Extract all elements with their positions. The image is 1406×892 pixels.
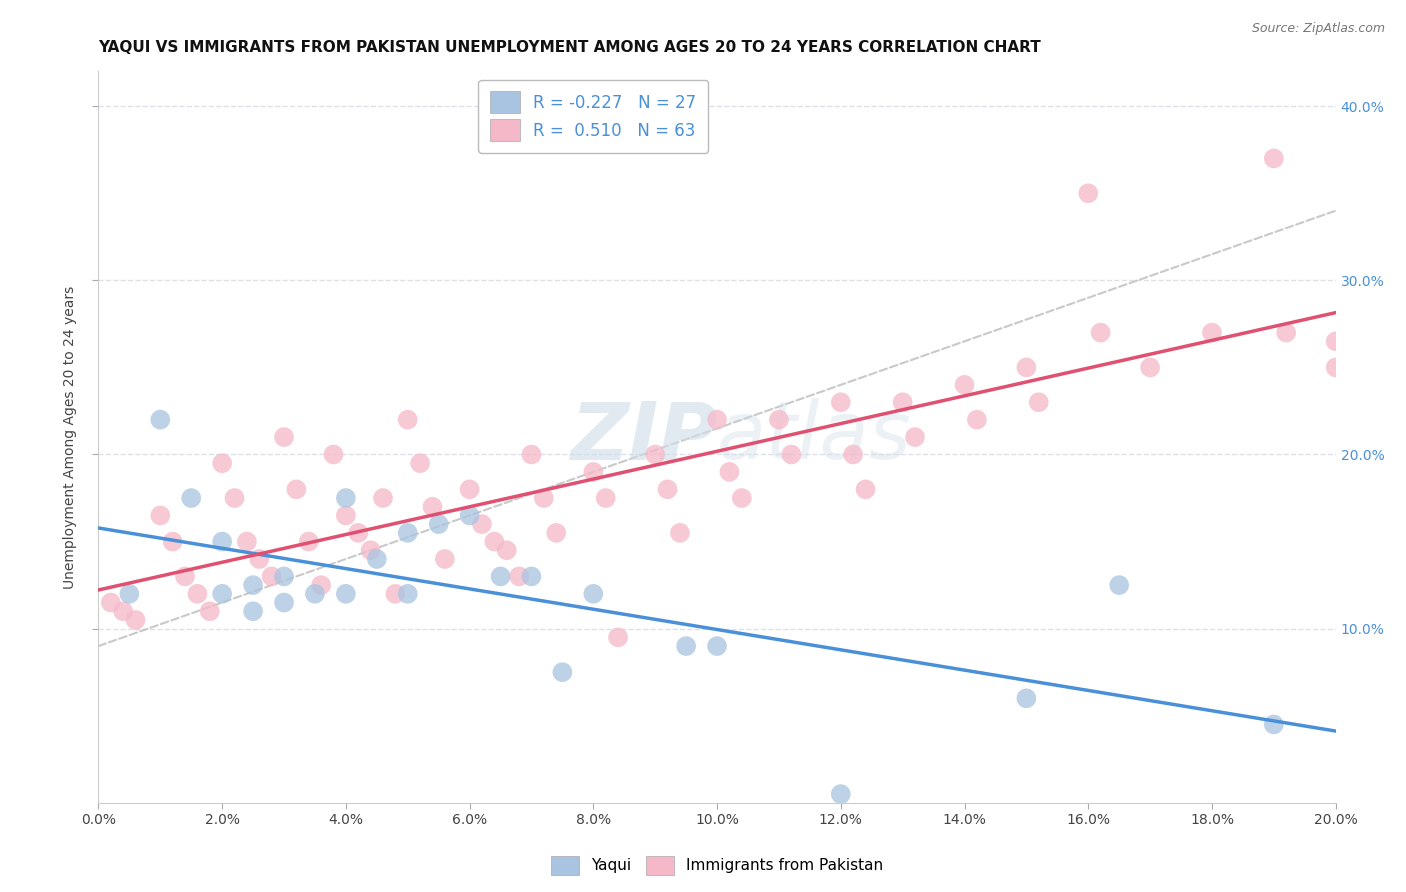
Point <box>371 491 394 505</box>
Point <box>1139 360 1161 375</box>
Point <box>830 787 852 801</box>
Point <box>551 665 574 680</box>
Point <box>198 604 221 618</box>
Point <box>1324 334 1347 349</box>
Point <box>953 377 976 392</box>
Point <box>180 491 202 505</box>
Point <box>273 595 295 609</box>
Point <box>582 587 605 601</box>
Point <box>520 569 543 583</box>
Point <box>471 517 494 532</box>
Point <box>309 578 332 592</box>
Legend: Yaqui, Immigrants from Pakistan: Yaqui, Immigrants from Pakistan <box>544 848 890 883</box>
Point <box>384 587 406 601</box>
Point <box>396 412 419 426</box>
Point <box>582 465 605 479</box>
Point <box>546 525 568 540</box>
Point <box>904 430 927 444</box>
Text: YAQUI VS IMMIGRANTS FROM PAKISTAN UNEMPLOYMENT AMONG AGES 20 TO 24 YEARS CORRELA: YAQUI VS IMMIGRANTS FROM PAKISTAN UNEMPL… <box>98 40 1042 55</box>
Point <box>1263 152 1285 166</box>
Point <box>595 491 617 505</box>
Point <box>236 534 259 549</box>
Point <box>335 508 357 523</box>
Point <box>124 613 146 627</box>
Point <box>718 465 741 479</box>
Point <box>149 412 172 426</box>
Point <box>966 412 988 426</box>
Point <box>396 525 419 540</box>
Point <box>458 483 481 497</box>
Point <box>224 491 246 505</box>
Point <box>1201 326 1223 340</box>
Point <box>211 587 233 601</box>
Point <box>335 491 357 505</box>
Point <box>607 631 630 645</box>
Point <box>335 587 357 601</box>
Point <box>706 639 728 653</box>
Point <box>657 483 679 497</box>
Point <box>768 412 790 426</box>
Point <box>211 534 233 549</box>
Point <box>675 639 697 653</box>
Point <box>162 534 184 549</box>
Point <box>508 569 530 583</box>
Point <box>112 604 135 618</box>
Text: ZIP: ZIP <box>569 398 717 476</box>
Point <box>366 552 388 566</box>
Text: atlas: atlas <box>717 398 912 476</box>
Point <box>247 552 270 566</box>
Point <box>422 500 444 514</box>
Point <box>304 587 326 601</box>
Point <box>780 448 803 462</box>
Point <box>520 448 543 462</box>
Point <box>891 395 914 409</box>
Point <box>396 587 419 601</box>
Point <box>242 604 264 618</box>
Point <box>458 508 481 523</box>
Point <box>1090 326 1112 340</box>
Point <box>360 543 382 558</box>
Point <box>186 587 208 601</box>
Point <box>285 483 308 497</box>
Point <box>533 491 555 505</box>
Point <box>1263 717 1285 731</box>
Point <box>1015 360 1038 375</box>
Point <box>855 483 877 497</box>
Point <box>495 543 517 558</box>
Point <box>347 525 370 540</box>
Y-axis label: Unemployment Among Ages 20 to 24 years: Unemployment Among Ages 20 to 24 years <box>63 285 77 589</box>
Point <box>100 595 122 609</box>
Point <box>1108 578 1130 592</box>
Point <box>298 534 321 549</box>
Point <box>273 569 295 583</box>
Point <box>669 525 692 540</box>
Point <box>489 569 512 583</box>
Point <box>211 456 233 470</box>
Point <box>706 412 728 426</box>
Point <box>242 578 264 592</box>
Point <box>322 448 344 462</box>
Point <box>118 587 141 601</box>
Point <box>260 569 283 583</box>
Point <box>731 491 754 505</box>
Point <box>149 508 172 523</box>
Point <box>484 534 506 549</box>
Text: Source: ZipAtlas.com: Source: ZipAtlas.com <box>1251 22 1385 36</box>
Point <box>1028 395 1050 409</box>
Point <box>842 448 865 462</box>
Point <box>174 569 197 583</box>
Point <box>1077 186 1099 201</box>
Point <box>1275 326 1298 340</box>
Point <box>1324 360 1347 375</box>
Point <box>830 395 852 409</box>
Point <box>273 430 295 444</box>
Point <box>644 448 666 462</box>
Point <box>1015 691 1038 706</box>
Point <box>433 552 456 566</box>
Point <box>427 517 450 532</box>
Point <box>409 456 432 470</box>
